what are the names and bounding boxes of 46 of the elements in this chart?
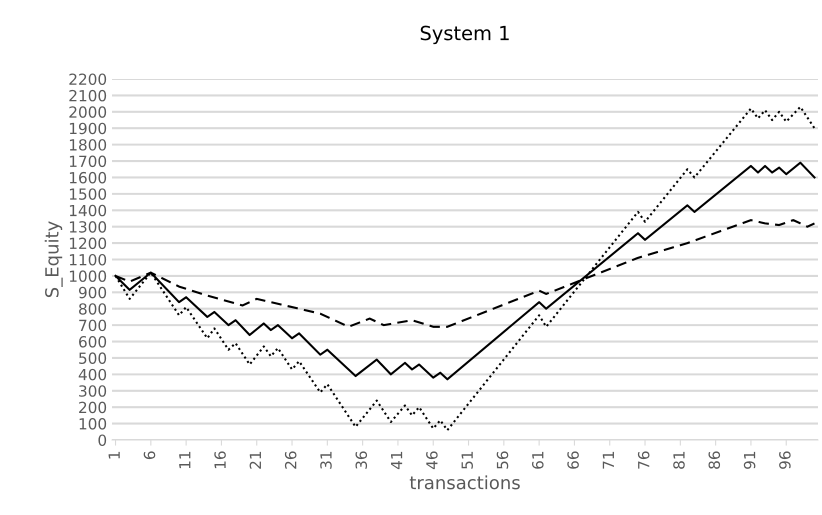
x-tick-label: 61 [532,452,544,469]
x-tick-label: 96 [779,451,791,469]
y-tick-label: 1900 [70,122,106,134]
x-tick-label: 6 [144,451,156,460]
x-tick-label: 11 [179,452,190,468]
y-tick-label: 400 [78,368,106,380]
x-tick-label: 51 [462,452,473,469]
y-tick-label: 1800 [70,139,106,151]
y-tick-label: 1000 [70,270,106,282]
x-tick-label: 76 [638,451,650,469]
y-tick-label: 2000 [69,106,106,118]
x-tick-label: 56 [496,451,508,469]
y-tick-label: 2200 [69,73,106,86]
x-tick-label: 1 [108,452,120,458]
x-tick-label: 86 [708,451,720,469]
y-axis-title: S_Equity [44,221,63,298]
x-tick-label: 71 [602,452,614,469]
y-tick-label: 100 [80,418,106,430]
y-tick-label: 2100 [69,90,106,102]
x-tick-label: 41 [391,452,402,470]
y-tick-label: 800 [79,303,106,315]
x-tick-label: 31 [320,452,332,469]
y-tick-label: 1400 [70,204,106,216]
x-tick-label: 21 [250,452,261,469]
y-tick-label: 1600 [70,172,106,184]
x-tick-label: 66 [567,451,579,469]
x-tick-label: 91 [744,452,756,469]
x-tick-label: 36 [356,451,368,469]
y-tick-label: 1700 [70,156,106,168]
y-tick-label: 1300 [70,221,106,233]
y-tick-label: 1200 [70,238,106,250]
y-tick-label: 0 [98,434,106,446]
y-tick-label: 1500 [70,188,106,200]
y-tick-label: 1100 [70,254,106,266]
x-tick-label: 26 [284,451,296,469]
y-tick-label: 300 [79,385,106,397]
x-axis-title: transactions [410,475,520,490]
y-tick-label: 500 [79,352,106,364]
x-tick-label: 16 [214,451,226,468]
y-tick-label: 200 [79,402,106,414]
y-tick-label: 600 [79,336,106,348]
chart-title: System 1 [420,26,509,44]
x-tick-label: 46 [426,451,438,470]
y-tick-label: 700 [79,320,106,332]
x-tick-label: 81 [673,452,685,469]
y-tick-label: 900 [78,286,106,298]
